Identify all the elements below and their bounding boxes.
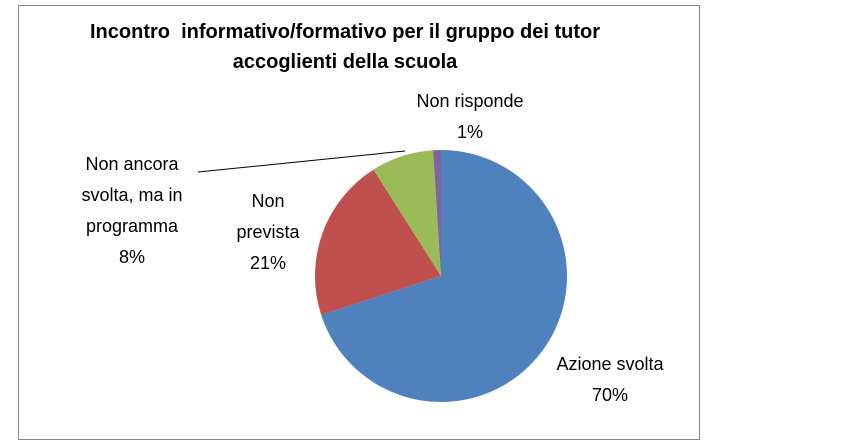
pie-slice [433,150,441,276]
value-label: 1% [456,122,483,142]
pie-slice [315,169,441,315]
pie-slice [373,150,441,276]
category-label: Non prevista [236,191,300,242]
slice-label: Non ancora svolta, ma in programma 8% [70,149,195,273]
slice-label: Non prevista 21% [226,186,311,279]
leader-line [197,150,406,173]
value-label: 21% [249,253,287,273]
category-label: Non risponde [416,91,524,111]
chart-title: Incontro informativo/formativo per il gr… [90,21,606,73]
value-label: 70% [591,385,629,405]
value-label: 8% [118,247,145,267]
slice-label: Non risponde 1% [370,86,570,148]
category-label: Non ancora svolta, ma in programma [81,154,183,236]
pie-slice [321,150,568,403]
slice-label: Azione svolta 70% [530,349,690,411]
category-label: Azione svolta [556,354,664,374]
